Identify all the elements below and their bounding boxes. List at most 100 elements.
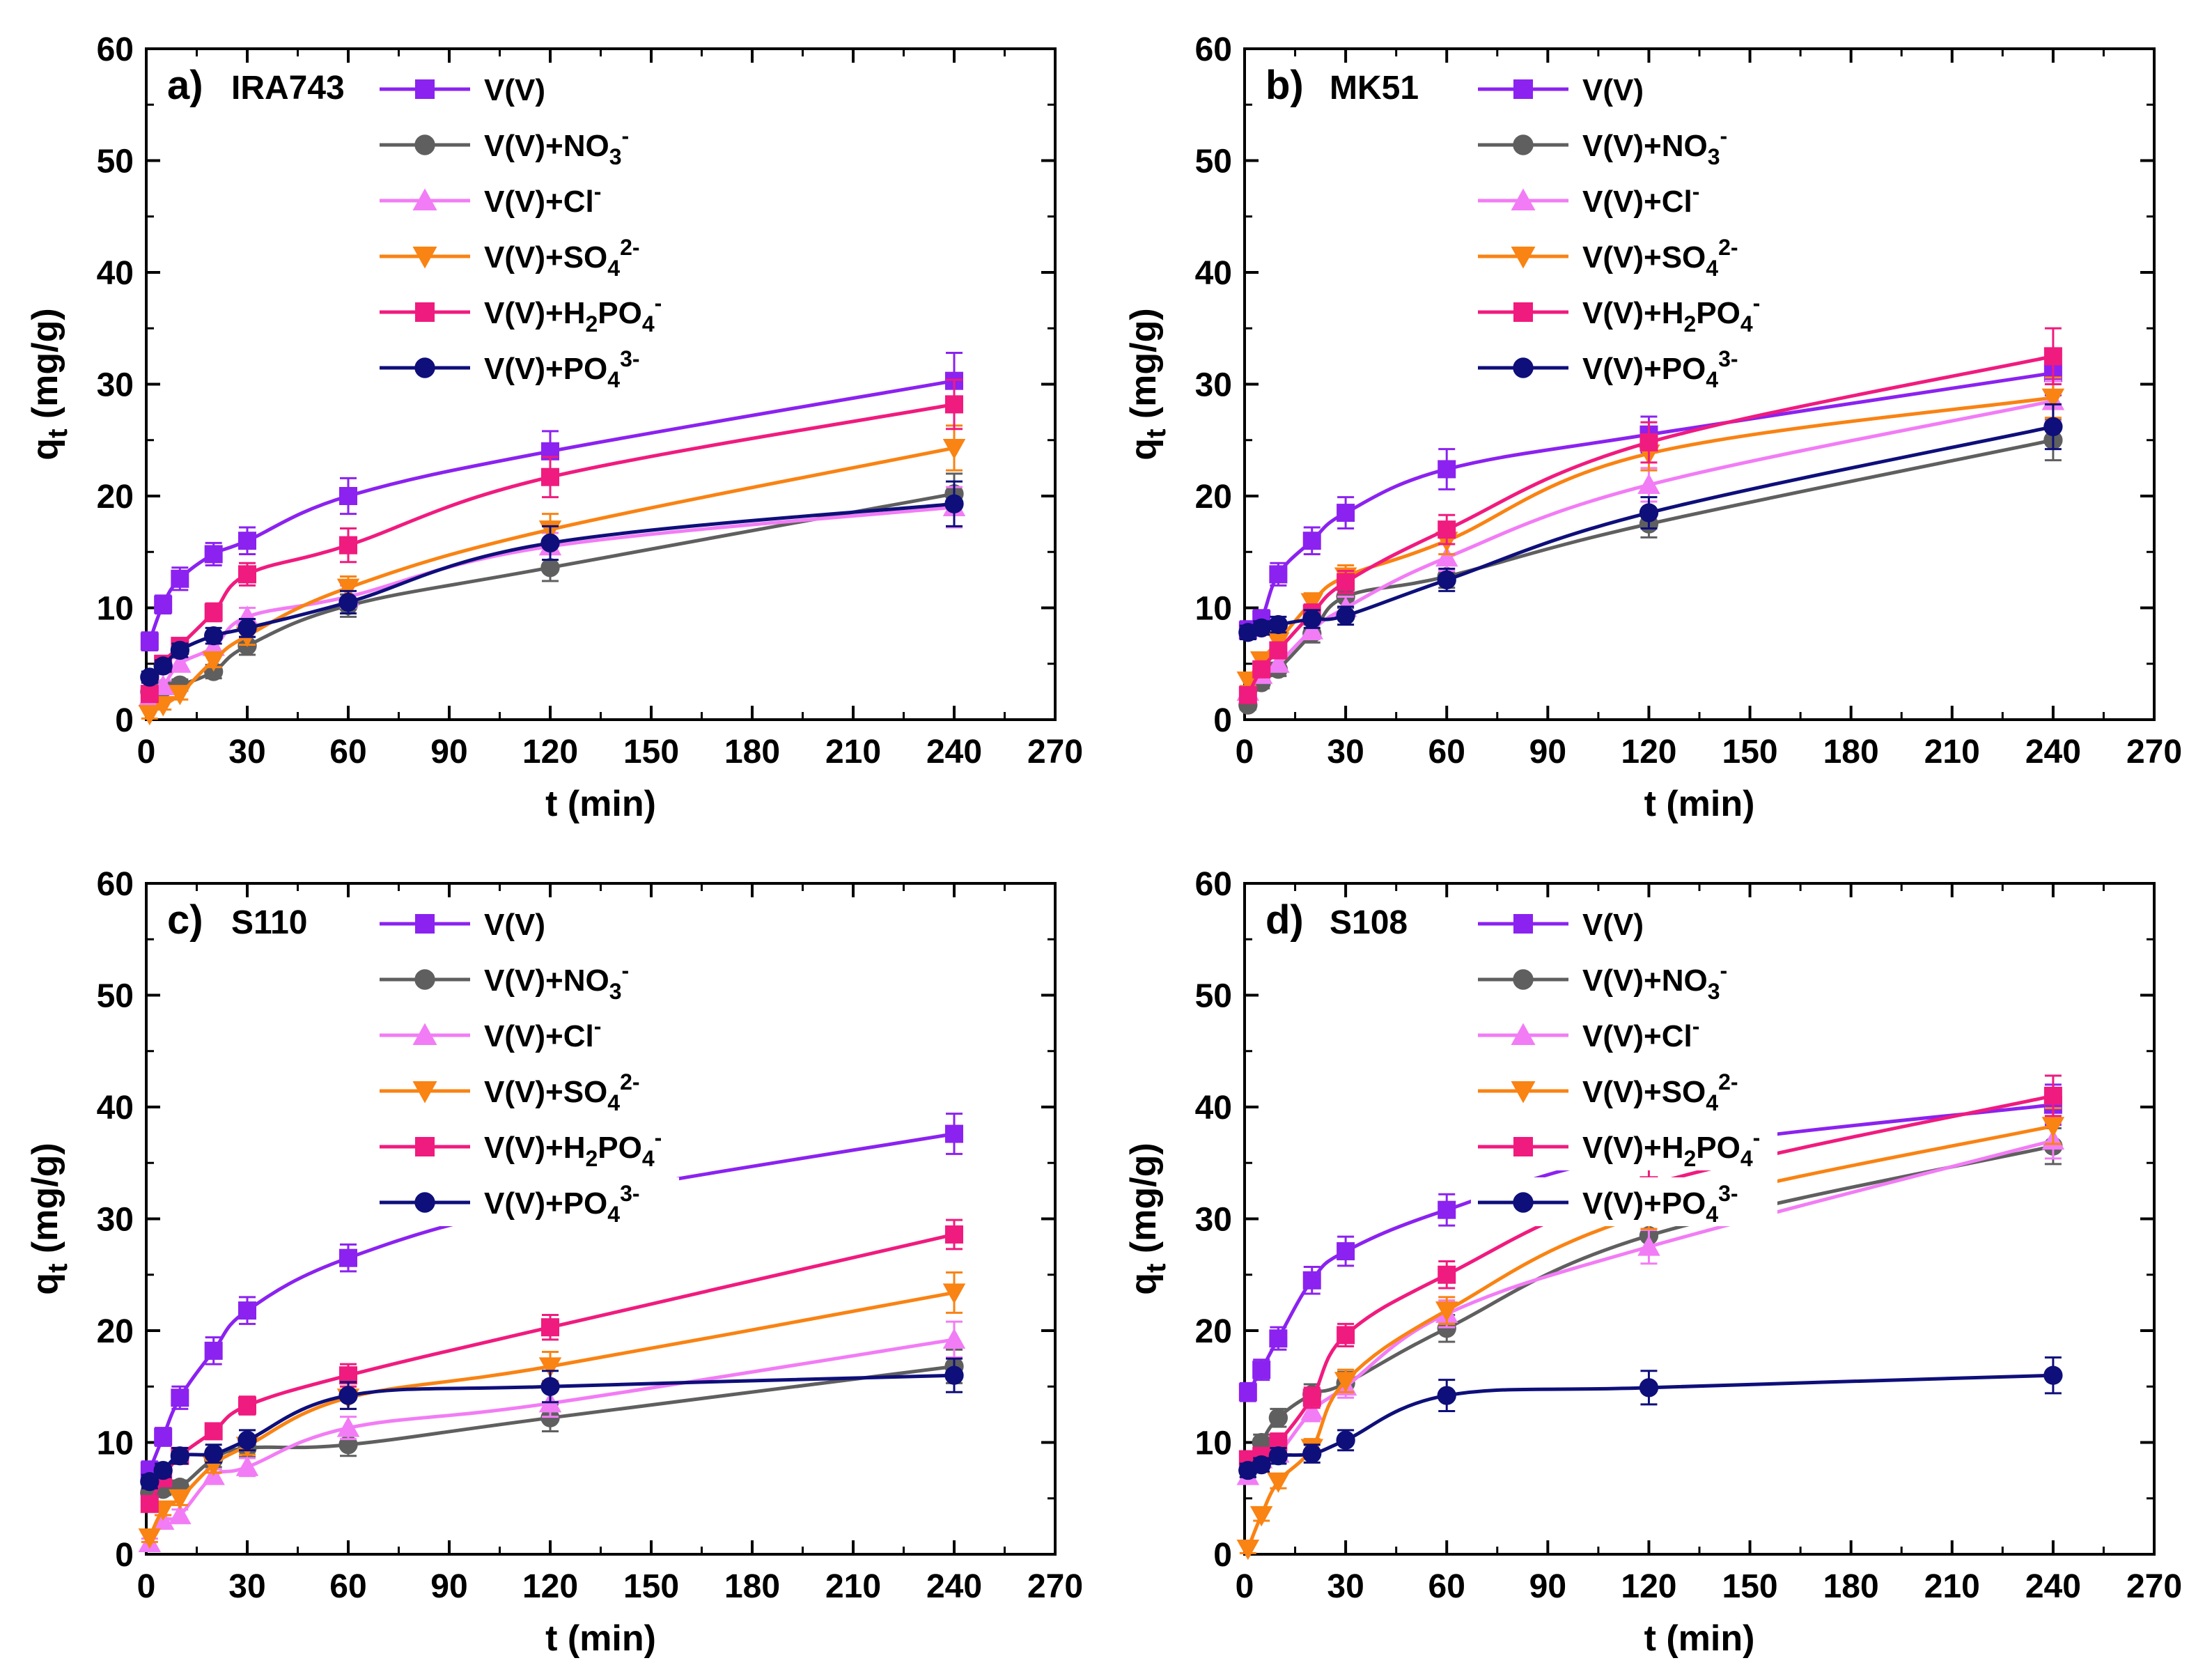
data-point — [1438, 460, 1456, 479]
data-point — [237, 618, 257, 638]
legend-entry-so4: V(V)+SO42- — [1471, 1066, 1777, 1115]
data-point — [1336, 1430, 1355, 1450]
data-point — [140, 685, 159, 704]
x-tick-label: 90 — [1529, 1568, 1566, 1605]
x-tick-label: 270 — [2126, 1568, 2182, 1605]
x-tick-label: 90 — [1529, 734, 1566, 771]
x-tick-label: 270 — [1027, 1568, 1083, 1605]
data-point — [339, 1248, 357, 1267]
data-point — [540, 1377, 560, 1396]
data-point — [942, 438, 966, 460]
series-line — [148, 379, 955, 642]
x-axis-label: t (min) — [1644, 1618, 1755, 1659]
data-point — [204, 626, 224, 646]
data-point — [1302, 1388, 1321, 1407]
data-point — [237, 1430, 257, 1450]
legend-entry-cl: V(V)+Cl- — [1471, 1010, 1777, 1059]
series-line — [148, 446, 955, 716]
legend-label: V(V)+Cl- — [1582, 179, 1699, 219]
data-point — [202, 635, 225, 656]
x-tick-label: 120 — [522, 1568, 578, 1605]
x-tick-label: 60 — [329, 734, 366, 771]
data-point — [1435, 546, 1458, 567]
data-point — [1269, 1329, 1288, 1348]
x-tick-label: 210 — [825, 1568, 881, 1605]
x-tick-label: 270 — [1027, 734, 1083, 771]
x-tick-label: 30 — [1327, 1568, 1364, 1605]
data-point — [540, 558, 560, 578]
data-point — [154, 595, 173, 614]
x-tick-label: 150 — [623, 1568, 679, 1605]
series-po4 — [140, 480, 964, 687]
legend-marker — [414, 969, 435, 990]
data-point — [1300, 593, 1323, 614]
data-point — [1438, 1265, 1456, 1284]
legend-entry-v: V(V) — [1471, 64, 1777, 113]
data-point — [1300, 619, 1323, 640]
data-point — [1337, 573, 1355, 591]
y-tick-label: 30 — [1195, 1202, 1232, 1239]
data-point — [202, 651, 225, 672]
legend-marker — [1513, 1192, 1534, 1213]
legend-label: V(V)+NO3- — [484, 123, 629, 169]
data-point — [140, 632, 159, 651]
data-point — [1639, 503, 1659, 522]
y-axis-label: qt (mg/g) — [1123, 1143, 1171, 1294]
legend-entry-no3: V(V)+NO3- — [1471, 120, 1777, 169]
y-tick-label: 30 — [97, 367, 134, 404]
legend-label: V(V)+SO42- — [1582, 235, 1738, 281]
data-point — [944, 494, 964, 513]
legend-label: V(V)+H2PO4- — [1582, 291, 1760, 336]
legend-label: V(V)+PO43- — [484, 346, 640, 392]
data-point — [945, 395, 963, 414]
chart-panel-ira743: 0 30 60 90 120 150 180 210 240 270 0 10 20 30 40 50 60 t … — [25, 31, 1083, 824]
data-point — [204, 1341, 223, 1360]
legend-label: V(V) — [484, 908, 545, 942]
data-point — [1268, 1446, 1288, 1466]
data-point — [1302, 1271, 1321, 1290]
legend-entry-h2po4: V(V)+H2PO4- — [1471, 1122, 1777, 1171]
x-tick-label: 30 — [228, 1568, 265, 1605]
data-point — [1637, 473, 1660, 494]
x-tick-label: 0 — [1236, 1568, 1254, 1605]
y-tick-label: 40 — [97, 1090, 134, 1127]
y-tick-label: 0 — [1213, 702, 1232, 739]
data-point — [1337, 1242, 1355, 1261]
y-tick-label: 10 — [1195, 591, 1232, 628]
data-point — [204, 1443, 224, 1464]
data-point — [171, 1388, 189, 1407]
y-tick-label: 60 — [97, 866, 134, 903]
legend-label: V(V)+SO42- — [484, 235, 640, 281]
chart-panel-mk51: 0 30 60 90 120 150 180 210 240 270 0 10 20 30 40 50 60 t … — [1123, 31, 2182, 824]
legend-label: V(V) — [484, 73, 545, 107]
y-tick-label: 10 — [97, 591, 134, 628]
legend-label: V(V)+NO3- — [1582, 958, 1727, 1004]
x-tick-label: 240 — [2025, 734, 2081, 771]
data-point — [538, 1357, 562, 1378]
data-point — [153, 1460, 173, 1480]
y-tick-label: 20 — [97, 1313, 134, 1350]
legend-label: V(V)+Cl- — [484, 1014, 601, 1053]
data-point — [1437, 1386, 1456, 1405]
data-point — [238, 1301, 256, 1320]
legend-marker — [1513, 914, 1533, 934]
data-point — [1252, 618, 1271, 638]
data-point — [169, 685, 192, 706]
data-point — [1252, 660, 1271, 679]
legend-marker — [1511, 188, 1536, 210]
data-point — [541, 1318, 559, 1337]
data-point — [1437, 570, 1456, 590]
series-v — [1238, 349, 2062, 640]
legend-marker — [414, 1192, 435, 1213]
x-tick-label: 150 — [623, 734, 679, 771]
panel-label: b) — [1265, 63, 1304, 108]
panel-title: MK51 — [1330, 70, 1419, 107]
legend-entry-no3: V(V)+NO3- — [373, 120, 679, 169]
legend-label: V(V)+PO43- — [1582, 1181, 1738, 1227]
legend-marker — [414, 134, 435, 155]
y-tick-label: 50 — [1195, 144, 1232, 180]
data-point — [942, 1328, 966, 1349]
legend-label: V(V) — [1582, 908, 1644, 942]
data-point — [1337, 1326, 1355, 1345]
legend-entry-po4: V(V)+PO43- — [373, 343, 679, 392]
